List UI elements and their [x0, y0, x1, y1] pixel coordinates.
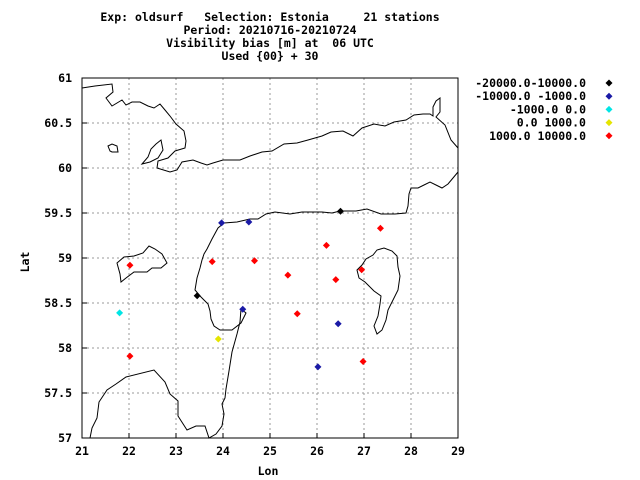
- station-marker: [126, 352, 134, 360]
- grid-lines: [81, 77, 459, 439]
- y-tick-label: 60: [58, 161, 72, 175]
- y-tick-label: 60.5: [44, 116, 72, 130]
- station-marker: [293, 310, 301, 318]
- station-marker: [116, 309, 124, 317]
- station-marker: [218, 219, 226, 227]
- title-line-1: Exp: oldsurf Selection: Estonia 21 stati…: [100, 10, 440, 24]
- station-marker: [239, 305, 247, 313]
- y-tick-label: 58: [58, 341, 72, 355]
- hiiumaa-island: [116, 245, 168, 283]
- station-marker: [250, 257, 258, 265]
- chart-title-block: Exp: oldsurf Selection: Estonia 21 stati…: [0, 11, 540, 63]
- x-axis-label: Lon: [258, 464, 279, 478]
- station-marker: [359, 358, 367, 365]
- station-markers: [116, 207, 384, 371]
- legend-marker: [605, 79, 613, 87]
- coastline: [81, 83, 459, 439]
- station-marker: [332, 276, 340, 284]
- x-axis-ticks: 21 22 23 24 25 26 27 28 29: [75, 433, 465, 458]
- x-tick-label: 25: [263, 444, 277, 458]
- x-tick-label: 22: [122, 444, 136, 458]
- legend-marker: [605, 92, 613, 100]
- station-marker: [334, 320, 342, 328]
- y-tick-label: 59.5: [44, 206, 72, 220]
- hanko-peninsula: [140, 139, 164, 165]
- legend-marker: [605, 105, 613, 113]
- title-line-2: Period: 20210716-20210724: [183, 23, 357, 37]
- station-marker: [245, 218, 253, 226]
- estonia-coastline: [89, 171, 459, 439]
- y-tick-label: 58.5: [44, 296, 72, 310]
- legend-label: -1000.0 0.0: [510, 102, 586, 116]
- y-tick-label: 57.5: [44, 386, 72, 400]
- lake-peipus: [356, 247, 401, 335]
- finland-coastline: [81, 83, 459, 173]
- legend: -20000.0-10000.0-10000.0 -1000.0-1000.0 …: [475, 76, 613, 143]
- legend-label: -20000.0-10000.0: [475, 76, 586, 90]
- station-marker: [193, 292, 201, 300]
- y-tick-label: 57: [58, 431, 72, 445]
- x-tick-label: 29: [451, 444, 465, 458]
- station-marker: [314, 363, 322, 371]
- station-marker: [214, 335, 222, 343]
- station-marker: [284, 271, 292, 279]
- station-marker: [376, 224, 384, 232]
- legend-marker: [605, 132, 613, 140]
- x-tick-label: 23: [169, 444, 183, 458]
- legend-label: 0.0 1000.0: [517, 116, 586, 130]
- station-marker: [337, 207, 344, 215]
- title-line-4: Used {00} + 30: [221, 49, 319, 63]
- y-tick-label: 61: [58, 71, 72, 85]
- x-tick-label: 28: [404, 444, 418, 458]
- station-marker: [126, 261, 134, 269]
- x-tick-label: 24: [216, 444, 230, 458]
- y-axis-label: Lat: [18, 252, 32, 273]
- y-tick-label: 59: [58, 251, 72, 265]
- station-marker: [358, 266, 366, 274]
- x-tick-label: 27: [357, 444, 371, 458]
- y-axis-ticks: 57 57.5 58 58.5 59 59.5 60 60.5 61: [44, 71, 87, 445]
- x-tick-label: 21: [75, 444, 89, 458]
- x-tick-label: 26: [310, 444, 324, 458]
- title-line-3: Visibility bias [m] at 06 UTC: [166, 36, 374, 50]
- legend-label: -10000.0 -1000.0: [475, 89, 586, 103]
- legend-marker: [605, 119, 613, 127]
- station-marker: [208, 258, 216, 266]
- legend-label: 1000.0 10000.0: [489, 129, 586, 143]
- station-marker: [322, 241, 330, 249]
- finland-islet: [107, 143, 119, 153]
